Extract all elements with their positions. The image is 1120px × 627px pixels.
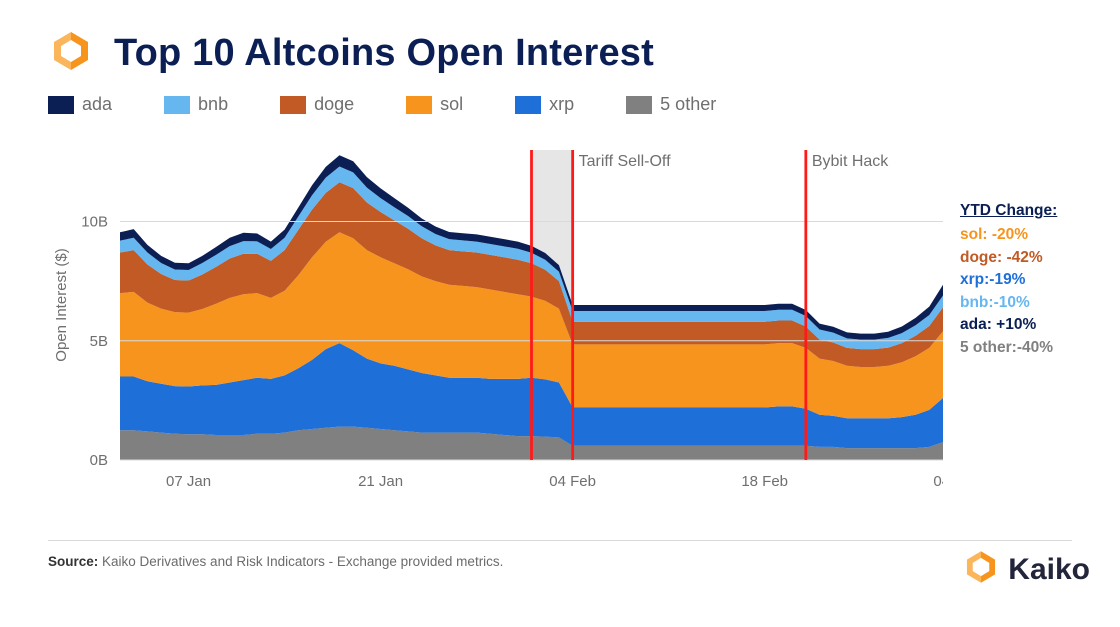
open-interest-area-chart: 0B 5B 10B Open Interest ($) 07 Jan 21 Jan 04 F… <box>48 140 1072 510</box>
legend: ada bnb doge sol xrp 5 other <box>48 94 716 115</box>
ytd-row: bnb:-10% <box>960 292 1110 314</box>
footer-brand-text: Kaiko <box>1008 553 1090 587</box>
y-tick-label: 10B <box>81 214 108 231</box>
legend-swatch <box>164 96 190 114</box>
ytd-row: xrp:-19% <box>960 269 1110 291</box>
annotation-label: Tariff Sell-Off <box>579 153 671 170</box>
source-citation: Source: Kaiko Derivatives and Risk Indic… <box>48 554 503 569</box>
legend-label: ada <box>82 94 112 115</box>
legend-label: sol <box>440 94 463 115</box>
legend-label: bnb <box>198 94 228 115</box>
legend-label: doge <box>314 94 354 115</box>
legend-swatch <box>280 96 306 114</box>
ytd-change-panel: YTD Change: sol: -20%doge: -42%xrp:-19%b… <box>960 200 1110 359</box>
kaiko-logo-icon <box>962 548 1000 591</box>
ytd-header: YTD Change: <box>960 200 1110 222</box>
x-tick-label: 04 Feb <box>549 473 596 490</box>
ytd-row: 5 other:-40% <box>960 337 1110 359</box>
annotation-label: Bybit Hack <box>812 153 889 170</box>
legend-item-ada: ada <box>48 94 112 115</box>
legend-item-five_other: 5 other <box>626 94 716 115</box>
legend-item-sol: sol <box>406 94 463 115</box>
ytd-row: doge: -42% <box>960 247 1110 269</box>
legend-swatch <box>406 96 432 114</box>
y-tick-label: 0B <box>90 452 108 469</box>
x-tick-label: 04 Mar <box>933 473 943 490</box>
legend-item-bnb: bnb <box>164 94 228 115</box>
legend-swatch <box>48 96 74 114</box>
kaiko-logo-icon <box>48 28 94 79</box>
footer-brand: Kaiko <box>962 548 1090 591</box>
x-tick-label: 18 Feb <box>741 473 788 490</box>
x-tick-label: 21 Jan <box>358 473 403 490</box>
legend-item-doge: doge <box>280 94 354 115</box>
page-title: Top 10 Altcoins Open Interest <box>114 32 654 75</box>
ytd-row: ada: +10% <box>960 314 1110 336</box>
legend-label: xrp <box>549 94 574 115</box>
legend-item-xrp: xrp <box>515 94 574 115</box>
y-axis-title: Open Interest ($) <box>53 248 70 361</box>
legend-swatch <box>515 96 541 114</box>
footer-divider <box>48 540 1072 541</box>
legend-label: 5 other <box>660 94 716 115</box>
header: Top 10 Altcoins Open Interest <box>48 28 654 79</box>
y-tick-label: 5B <box>90 333 108 350</box>
legend-swatch <box>626 96 652 114</box>
ytd-row: sol: -20% <box>960 224 1110 246</box>
x-tick-label: 07 Jan <box>166 473 211 490</box>
